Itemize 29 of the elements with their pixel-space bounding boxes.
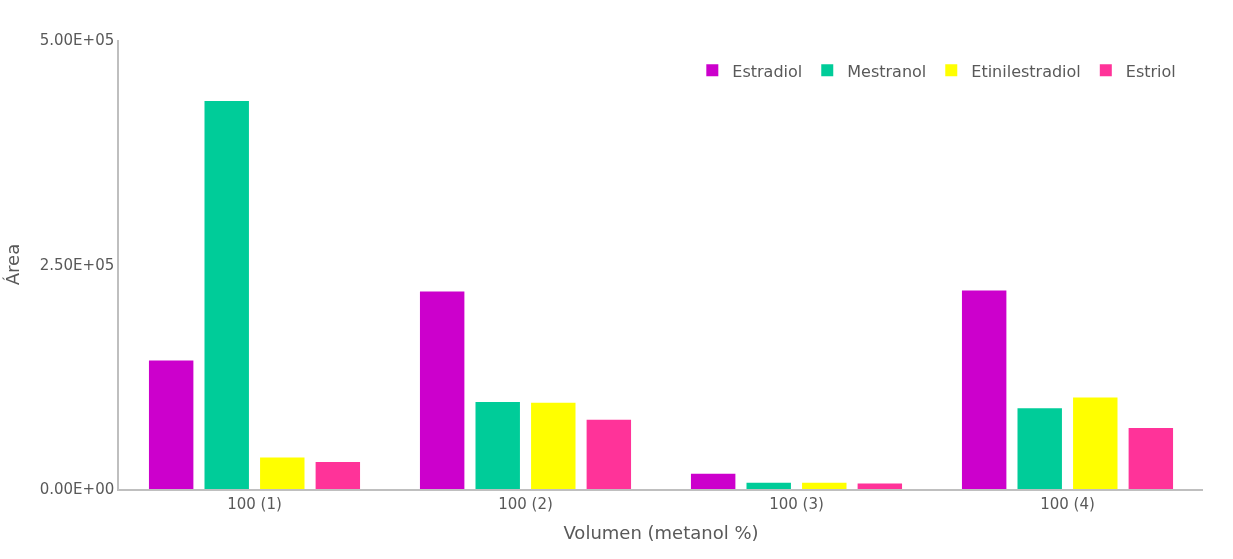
bar	[1128, 427, 1174, 489]
bar	[419, 291, 465, 489]
y-tick-label: 0.00E+00	[39, 480, 115, 499]
x-axis-title: Volumen (metanol %)	[563, 522, 759, 544]
bar	[1017, 408, 1062, 489]
bar	[315, 462, 361, 489]
x-tick-label: 100 (4)	[1040, 494, 1095, 513]
legend-label: Etinilestradiol	[971, 61, 1081, 81]
y-tick-label: 2.50E+05	[39, 255, 115, 274]
bar	[746, 482, 791, 489]
bar	[148, 360, 194, 489]
bar	[475, 401, 520, 489]
bar	[857, 483, 903, 489]
x-tick-label: 100 (1)	[227, 494, 282, 513]
bar	[690, 473, 736, 489]
bar	[802, 482, 847, 489]
bar	[531, 402, 576, 489]
legend-label: Estradiol	[732, 61, 803, 81]
x-tick-label: 100 (2)	[498, 494, 553, 513]
legend-label: Estriol	[1125, 61, 1176, 81]
y-tick-label: 5.00E+05	[39, 31, 115, 50]
bar	[586, 419, 632, 489]
bar	[260, 457, 305, 489]
y-axis-title: Área	[2, 243, 24, 286]
x-tick-label: 100 (3)	[769, 494, 824, 513]
bar	[961, 290, 1007, 489]
bar	[1073, 397, 1118, 489]
legend-label: Mestranol	[847, 61, 927, 81]
bar	[204, 101, 249, 489]
